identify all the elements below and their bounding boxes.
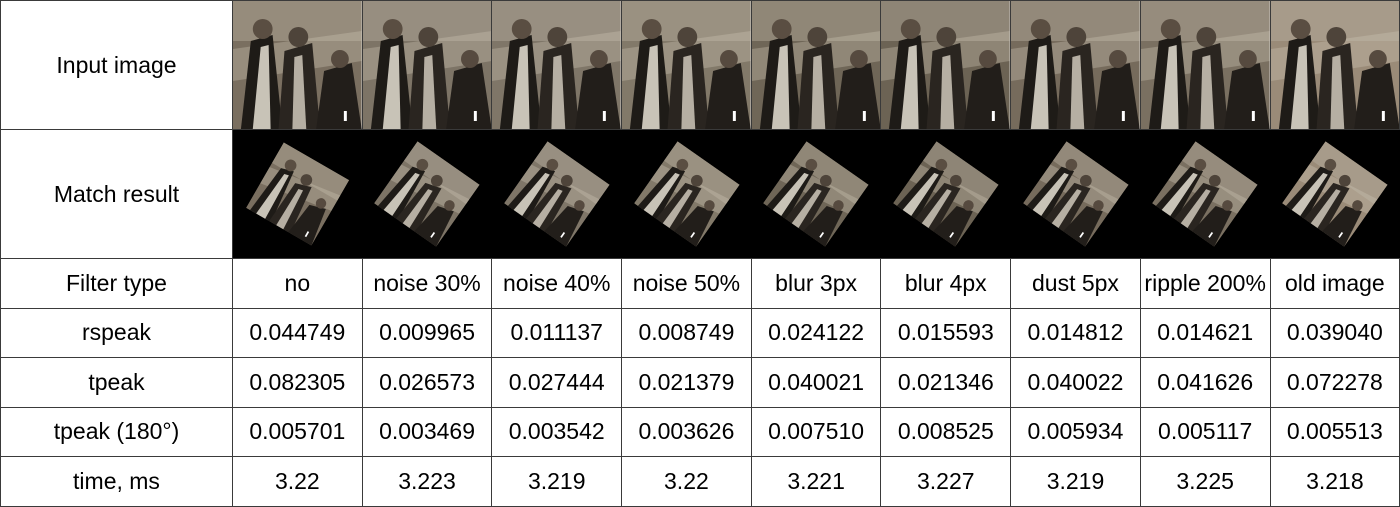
match-result-7 — [1010, 129, 1141, 259]
rspeak-cell-8: 0.014621 — [1139, 307, 1271, 358]
input-image-8 — [1139, 0, 1271, 130]
tpeak-cell-4: 0.021379 — [621, 357, 752, 408]
match-result-6 — [880, 129, 1011, 259]
input-image-label: Input image — [0, 0, 233, 130]
tpeak180-cell-2: 0.003469 — [361, 406, 493, 457]
tpeak-cell-7: 0.040022 — [1010, 357, 1141, 408]
tpeak-cell-1: 0.082305 — [232, 357, 363, 408]
tpeak-cell-6: 0.021346 — [880, 357, 1012, 408]
tpeak-label: tpeak — [0, 357, 233, 408]
tpeak-cell-8: 0.041626 — [1139, 357, 1271, 408]
input-image-1 — [232, 0, 363, 130]
filter-cell-6: blur 4px — [880, 258, 1012, 309]
tpeak-row: tpeak 0.082305 0.026573 0.027444 0.021379 0.… — [0, 357, 1400, 408]
time-cell-4: 3.22 — [621, 456, 752, 507]
tpeak180-cell-5: 0.007510 — [750, 406, 882, 457]
match-result-3 — [491, 129, 622, 259]
time-cell-5: 3.221 — [750, 456, 882, 507]
filter-cell-4: noise 50% — [621, 258, 752, 309]
tpeak-cell-9: 0.072278 — [1269, 357, 1400, 408]
input-image-row: Input image — [0, 0, 1400, 130]
rspeak-cell-5: 0.024122 — [750, 307, 882, 358]
tpeak180-cell-3: 0.003542 — [491, 406, 623, 457]
input-image-9 — [1269, 0, 1400, 130]
tpeak-cell-2: 0.026573 — [361, 357, 493, 408]
tpeak180-cell-7: 0.005934 — [1010, 406, 1141, 457]
rspeak-cell-4: 0.008749 — [621, 307, 752, 358]
match-result-9 — [1270, 129, 1400, 259]
tpeak180-cell-9: 0.005513 — [1269, 406, 1400, 457]
tpeak180-row: tpeak (180°) 0.005701 0.003469 0.003542 0.0… — [0, 406, 1400, 457]
time-cell-2: 3.223 — [361, 456, 493, 507]
input-image-4 — [621, 0, 752, 130]
match-result-row: Match result — [0, 129, 1400, 259]
rspeak-cell-3: 0.011137 — [491, 307, 623, 358]
time-cell-3: 3.219 — [491, 456, 623, 507]
time-row: time, ms 3.22 3.223 3.219 3.22 3.221 3.227 3.2… — [0, 456, 1400, 507]
time-cell-9: 3.218 — [1269, 456, 1400, 507]
time-cell-1: 3.22 — [232, 456, 363, 507]
tpeak180-cell-1: 0.005701 — [232, 406, 363, 457]
tpeak-cell-3: 0.027444 — [491, 357, 623, 408]
match-result-1 — [232, 129, 363, 259]
rspeak-cell-9: 0.039040 — [1269, 307, 1400, 358]
filter-cell-1: no — [232, 258, 363, 309]
input-image-7 — [1010, 0, 1141, 130]
time-cell-7: 3.219 — [1010, 456, 1141, 507]
tpeak180-label: tpeak (180°) — [0, 406, 233, 457]
filter-cell-5: blur 3px — [750, 258, 882, 309]
input-image-3 — [491, 0, 623, 130]
rspeak-cell-6: 0.015593 — [880, 307, 1012, 358]
filter-cell-9: old image — [1269, 258, 1400, 309]
input-image-5 — [750, 0, 882, 130]
match-result-5 — [751, 129, 881, 259]
match-result-label: Match result — [0, 129, 233, 259]
rspeak-label: rspeak — [0, 307, 233, 358]
tpeak180-cell-8: 0.005117 — [1139, 406, 1271, 457]
filter-type-label: Filter type — [0, 258, 233, 309]
filter-cell-3: noise 40% — [491, 258, 623, 309]
tpeak-cell-5: 0.040021 — [750, 357, 882, 408]
tpeak180-cell-6: 0.008525 — [880, 406, 1012, 457]
input-image-6 — [880, 0, 1012, 130]
time-label: time, ms — [0, 456, 233, 507]
match-result-8 — [1140, 129, 1270, 259]
filter-cell-8: ripple 200% — [1139, 258, 1271, 309]
rspeak-cell-1: 0.044749 — [232, 307, 363, 358]
filter-cell-2: noise 30% — [361, 258, 493, 309]
rspeak-row: rspeak 0.044749 0.009965 0.011137 0.008749 0… — [0, 307, 1400, 358]
tpeak180-cell-4: 0.003626 — [621, 406, 752, 457]
filter-type-row: Filter type no noise 30% noise 40% noise 50… — [0, 258, 1400, 309]
input-image-2 — [361, 0, 493, 130]
time-cell-6: 3.227 — [880, 456, 1012, 507]
rspeak-cell-7: 0.014812 — [1010, 307, 1141, 358]
rspeak-cell-2: 0.009965 — [361, 307, 493, 358]
filter-cell-7: dust 5px — [1010, 258, 1141, 309]
match-result-2 — [362, 129, 492, 259]
match-result-4 — [621, 129, 752, 259]
time-cell-8: 3.225 — [1139, 456, 1271, 507]
